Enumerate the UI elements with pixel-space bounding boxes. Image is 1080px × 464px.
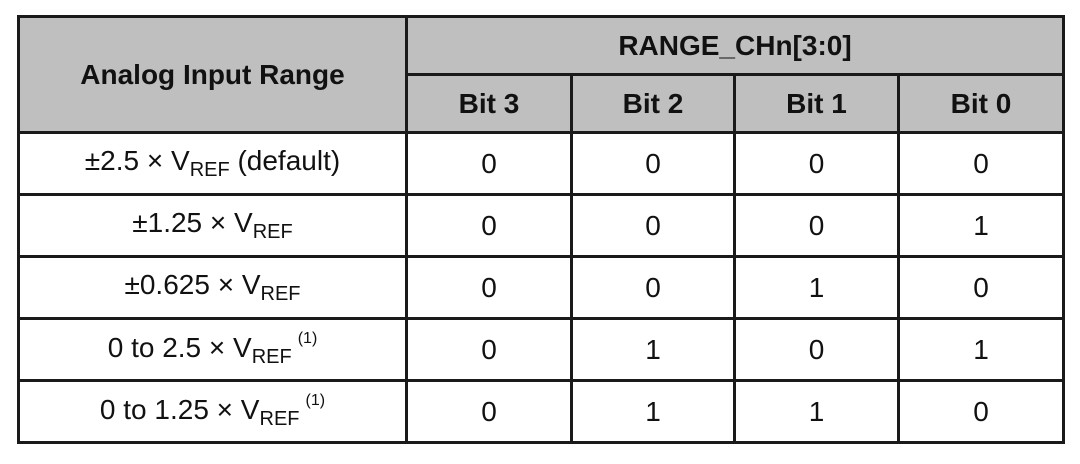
- bit-cell: 0: [570, 255, 736, 320]
- range-cell: ±1.25 × VREF: [17, 193, 408, 258]
- bit-cell: 1: [897, 193, 1065, 258]
- bit-cell: 0: [733, 317, 900, 382]
- header-analog-input-range: Analog Input Range: [17, 15, 408, 134]
- range-cell: 0 to 2.5 × VREF (1): [17, 317, 408, 382]
- bit-cell: 0: [733, 131, 900, 196]
- bit-cell: 0: [405, 255, 573, 320]
- bit-cell: 1: [570, 379, 736, 444]
- footnote-ref: (1): [297, 330, 318, 347]
- range-subscript: REF: [260, 283, 301, 305]
- header-bit2: Bit 2: [570, 73, 736, 134]
- range-cell: ±2.5 × VREF (default): [17, 131, 408, 196]
- table-row: 0 to 1.25 × VREF(1) 0 1 1 0: [17, 379, 1065, 444]
- bit-cell: 0: [405, 317, 573, 382]
- table-row: ±2.5 × VREF (default) 0 0 0 0: [17, 131, 1065, 196]
- range-subscript: REF: [259, 408, 300, 430]
- range-text: ±1.25 × V: [132, 207, 253, 238]
- range-cell: 0 to 1.25 × VREF (1): [17, 379, 408, 444]
- bit-cell: 0: [570, 193, 736, 258]
- header-bit0: Bit 0: [897, 73, 1065, 134]
- bit-cell: 0: [405, 379, 573, 444]
- range-subscript: REF: [251, 346, 292, 368]
- bit-cell: 1: [897, 317, 1065, 382]
- table-row: ±1.25 × VREF 0 0 0 1: [17, 193, 1065, 258]
- bit-cell: 0: [733, 193, 900, 258]
- header-range-chn: RANGE_CHn[3:0]: [405, 15, 1065, 76]
- bit-cell: 1: [733, 255, 900, 320]
- bit-cell: 0: [897, 255, 1065, 320]
- range-table: Analog Input Range RANGE_CHn[3:0] Bit 3 …: [17, 15, 1065, 444]
- range-text: ±2.5 × V: [84, 145, 190, 176]
- range-subscript: REF: [252, 221, 293, 243]
- bit-cell: 1: [733, 379, 900, 444]
- range-subscript: REF: [189, 159, 230, 181]
- bit-cell: 0: [897, 379, 1065, 444]
- range-text: 0 to 1.25 × V: [99, 394, 260, 425]
- footnote-ref: (1): [305, 392, 326, 409]
- bit-cell: 0: [405, 193, 573, 258]
- range-text: 0 to 2.5 × V: [107, 332, 252, 363]
- header-bit1: Bit 1: [733, 73, 900, 134]
- range-suffix: (default): [229, 145, 341, 176]
- range-text: ±0.625 × V: [124, 269, 261, 300]
- header-bit3: Bit 3: [405, 73, 573, 134]
- bit-cell: 0: [897, 131, 1065, 196]
- bit-cell: 0: [570, 131, 736, 196]
- table-row: 0 to 2.5 × VREF(1) 0 1 0 1: [17, 317, 1065, 382]
- table-row: ±0.625 × VREF 0 0 1 0: [17, 255, 1065, 320]
- bit-cell: 0: [405, 131, 573, 196]
- range-cell: ±0.625 × VREF: [17, 255, 408, 320]
- bit-cell: 1: [570, 317, 736, 382]
